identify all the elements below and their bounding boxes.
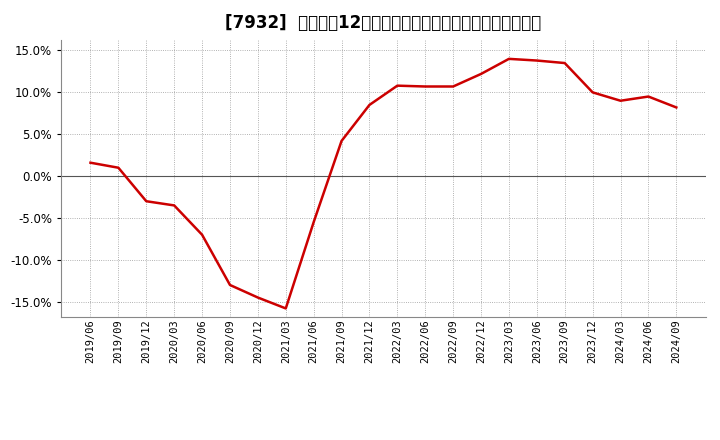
Title: [7932]  売上高の12か月移動合計の対前年同期増減率の推移: [7932] 売上高の12か月移動合計の対前年同期増減率の推移 — [225, 15, 541, 33]
